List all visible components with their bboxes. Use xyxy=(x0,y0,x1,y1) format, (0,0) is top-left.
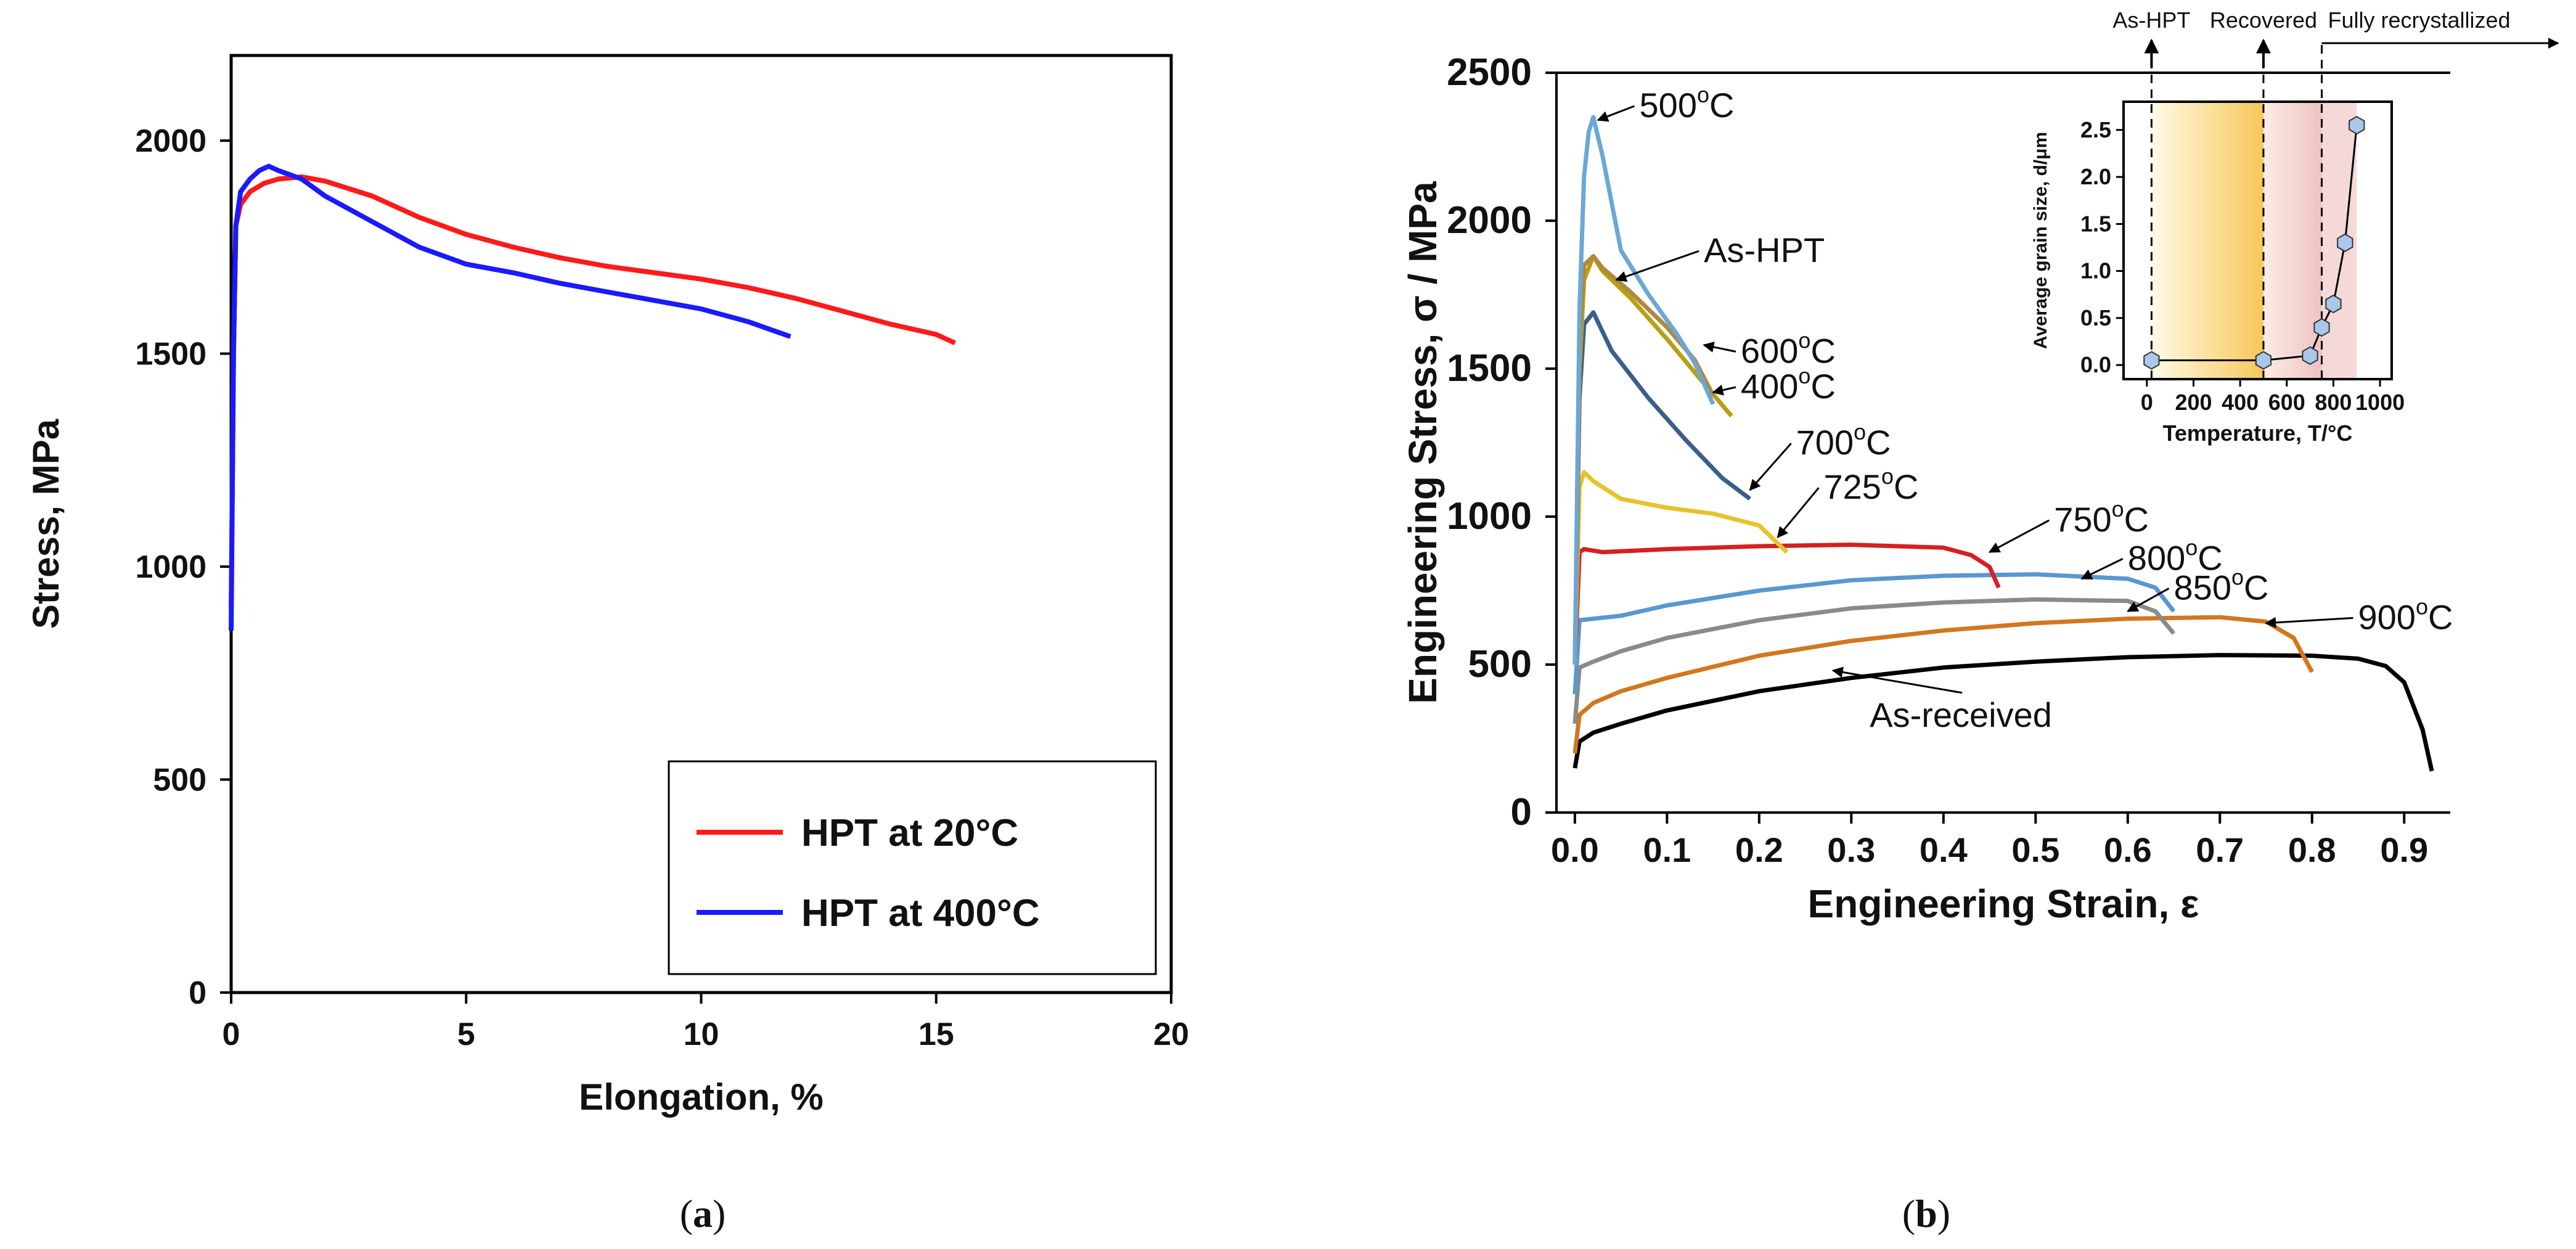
chart-b-ytick-label: 1500 xyxy=(1447,347,1532,390)
inset-xtick-label: 0 xyxy=(2141,390,2153,415)
inset-region-transition xyxy=(2263,102,2322,379)
inset-frame xyxy=(2122,100,2393,380)
chart-b-annotation: 725oC xyxy=(1824,464,1919,506)
inset-region-label: As-HPT xyxy=(2112,7,2190,33)
inset-xtick-label: 800 xyxy=(2315,390,2352,415)
inset-xtick-label: 1000 xyxy=(2355,390,2405,415)
chart-b-ytick-label: 2500 xyxy=(1447,51,1532,94)
chart-b-annotation: 600oC xyxy=(1741,327,1836,370)
chart-b-xtick-label: 0.4 xyxy=(1920,830,1968,869)
chart-b-series-line xyxy=(1572,115,1715,665)
chart-a-xtick-label: 10 xyxy=(684,1017,719,1052)
chart-b-annotation-arrow xyxy=(1615,250,1699,282)
chart-b-annotation-arrow xyxy=(1777,487,1820,538)
chart-b-xlabel: Engineering Strain, ε xyxy=(1808,882,2199,926)
panel-label: (a) xyxy=(680,1192,726,1235)
chart-b-xtick-label: 0.7 xyxy=(2196,830,2244,869)
chart-b-annotation-arrow xyxy=(1831,666,1963,694)
chart-b-annotation: 850oC xyxy=(2174,564,2269,607)
chart-a-xtick-label: 0 xyxy=(223,1017,240,1052)
chart-b-xtick-label: 0.9 xyxy=(2380,830,2428,869)
chart-b-xtick-label: 0.5 xyxy=(2011,830,2059,869)
chart-a-ytick-label: 0 xyxy=(189,975,206,1011)
chart-b-annotation: 700oC xyxy=(1796,419,1891,462)
chart-b-annotation: 750oC xyxy=(2054,496,2149,539)
chart-b-annotation-arrow xyxy=(2265,616,2353,628)
inset-ytick-label: 1.0 xyxy=(2080,258,2111,284)
inset-xtick-label: 400 xyxy=(2222,390,2259,415)
chart-a-xtick-label: 5 xyxy=(457,1017,475,1052)
panel-label: (b) xyxy=(1902,1192,1950,1235)
chart-b-series-line xyxy=(1572,543,2001,665)
inset-ytick-label: 1.5 xyxy=(2080,211,2111,236)
chart-b-annotation-arrow xyxy=(2080,558,2124,580)
chart-b-xtick-label: 0.3 xyxy=(1827,830,1875,869)
inset-region-label: Fully recrystallized xyxy=(2328,7,2511,33)
chart-a-xlabel: Elongation, % xyxy=(579,1076,824,1118)
chart-b-ytick-label: 2000 xyxy=(1447,199,1532,242)
inset-data-point xyxy=(2302,346,2318,366)
chart-a-legend xyxy=(668,760,1157,975)
inset-ytick-label: 0.5 xyxy=(2080,305,2111,330)
chart-a-xtick-label: 20 xyxy=(1153,1017,1189,1052)
chart-b-series-line xyxy=(1572,653,2434,772)
inset-xtick-label: 200 xyxy=(2175,390,2212,415)
inset-xtick-label: 600 xyxy=(2268,390,2305,415)
chart-b-annotation-arrow xyxy=(2127,588,2170,612)
chart-a-ylabel: Stress, MPa xyxy=(25,419,67,629)
chart-b-ylabel: Engineering Stress, σ / MPa xyxy=(1400,181,1445,704)
inset-region-recovered xyxy=(2151,102,2263,379)
chart-b-annotation: As-HPT xyxy=(1704,231,1825,269)
chart-b-ytick-label: 500 xyxy=(1468,643,1532,686)
chart-b-annotation-arrow xyxy=(1712,385,1736,396)
chart-a-series-line xyxy=(229,174,956,610)
inset-ytick-label: 0.0 xyxy=(2080,352,2111,377)
chart-b-inset: 0 200 400 600 800 1000 0.0 0.5 1.0 1.5 2.0 2.5 Tempe… xyxy=(2030,7,2559,446)
inset-data-point xyxy=(2313,317,2330,337)
chart-b-xtick-label: 0.6 xyxy=(2104,830,2152,869)
chart-a-legend-label: HPT at 20°C xyxy=(801,812,1018,854)
chart-b-annotation-arrow xyxy=(1988,519,2050,553)
chart-a: 0 5 10 15 20 0 500 1000 1500 2000 Elongation, % Str… xyxy=(25,54,1189,1118)
inset-data-point xyxy=(2325,294,2342,314)
chart-a-ytick-label: 500 xyxy=(153,763,206,798)
inset-ylabel: Average grain size, d/μm xyxy=(2030,132,2051,349)
chart-b-series-line xyxy=(1572,470,1789,665)
chart-b-annotation: 500oC xyxy=(1640,82,1735,125)
inset-ytick-label: 2.5 xyxy=(2080,117,2111,142)
inset-data-point xyxy=(2143,351,2160,370)
chart-b: 0.0 0.1 0.2 0.3 0.4 0.5 0.6 0.7 0.8 0.9 0 500 1000 15… xyxy=(1400,7,2559,926)
chart-a-ytick-label: 1000 xyxy=(135,549,206,585)
chart-b-series-line xyxy=(1572,615,2314,754)
inset-data-point xyxy=(2349,115,2365,135)
chart-b-annotation: 900oC xyxy=(2358,594,2453,636)
chart-b-xtick-label: 0.1 xyxy=(1643,830,1691,869)
inset-xlabel: Temperature, T/°C xyxy=(2163,420,2353,446)
chart-b-annotation: 800oC xyxy=(2128,534,2223,577)
inset-data-point xyxy=(2337,233,2353,252)
chart-b-xtick-label: 0.8 xyxy=(2288,830,2336,869)
inset-region-label: Recovered xyxy=(2210,7,2317,33)
chart-a-series-line xyxy=(229,163,791,631)
chart-b-xtick-label: 0.0 xyxy=(1551,830,1599,869)
chart-a-ytick-label: 2000 xyxy=(135,123,206,159)
chart-b-annotation: 400oC xyxy=(1741,363,1836,406)
chart-b-annotation: As-received xyxy=(1870,695,2052,734)
chart-b-annotation-arrow xyxy=(1597,105,1635,122)
chart-a-ytick-label: 1500 xyxy=(135,337,206,372)
chart-b-xtick-label: 0.2 xyxy=(1735,830,1783,869)
chart-b-ytick-label: 0 xyxy=(1511,791,1532,833)
chart-a-xtick-label: 15 xyxy=(918,1017,954,1052)
chart-b-annotation-arrow xyxy=(1703,342,1736,353)
inset-ytick-label: 2.0 xyxy=(2080,164,2111,189)
chart-a-legend-label: HPT at 400°C xyxy=(801,892,1040,935)
inset-data-point xyxy=(2255,351,2272,370)
chart-b-annotation-arrow xyxy=(1749,443,1792,491)
chart-b-ytick-label: 1000 xyxy=(1447,495,1532,538)
chart-b-series-line xyxy=(1572,572,2176,695)
